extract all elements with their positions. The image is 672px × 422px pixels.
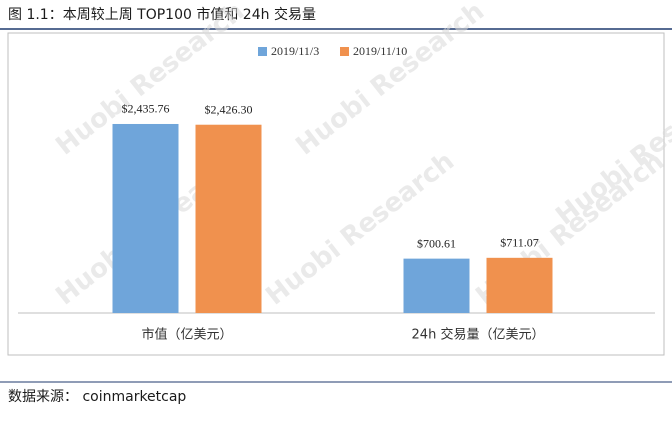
x-tick-label: 24h 交易量（亿美元） bbox=[412, 327, 545, 343]
source: 数据来源： coinmarketcap bbox=[8, 389, 186, 405]
legend-label: 2019/11/10 bbox=[353, 44, 407, 58]
legend-swatch bbox=[340, 47, 349, 56]
value-label: $2,426.30 bbox=[205, 102, 253, 116]
x-tick-label: 市值（亿美元） bbox=[141, 327, 232, 343]
value-label: $711.07 bbox=[500, 236, 539, 250]
watermark: Huobi Research bbox=[290, 0, 490, 161]
value-label: $700.61 bbox=[417, 236, 456, 250]
bar bbox=[112, 123, 179, 314]
bar bbox=[195, 124, 262, 313]
bar bbox=[486, 257, 553, 313]
legend-swatch bbox=[258, 47, 267, 56]
plot-frame bbox=[7, 32, 665, 356]
bar bbox=[403, 258, 470, 313]
chart-title: 图 1.1：本周较上周 TOP100 市值和 24h 交易量 bbox=[8, 6, 316, 23]
legend-label: 2019/11/3 bbox=[271, 44, 319, 58]
value-label: $2,435.76 bbox=[122, 102, 170, 116]
